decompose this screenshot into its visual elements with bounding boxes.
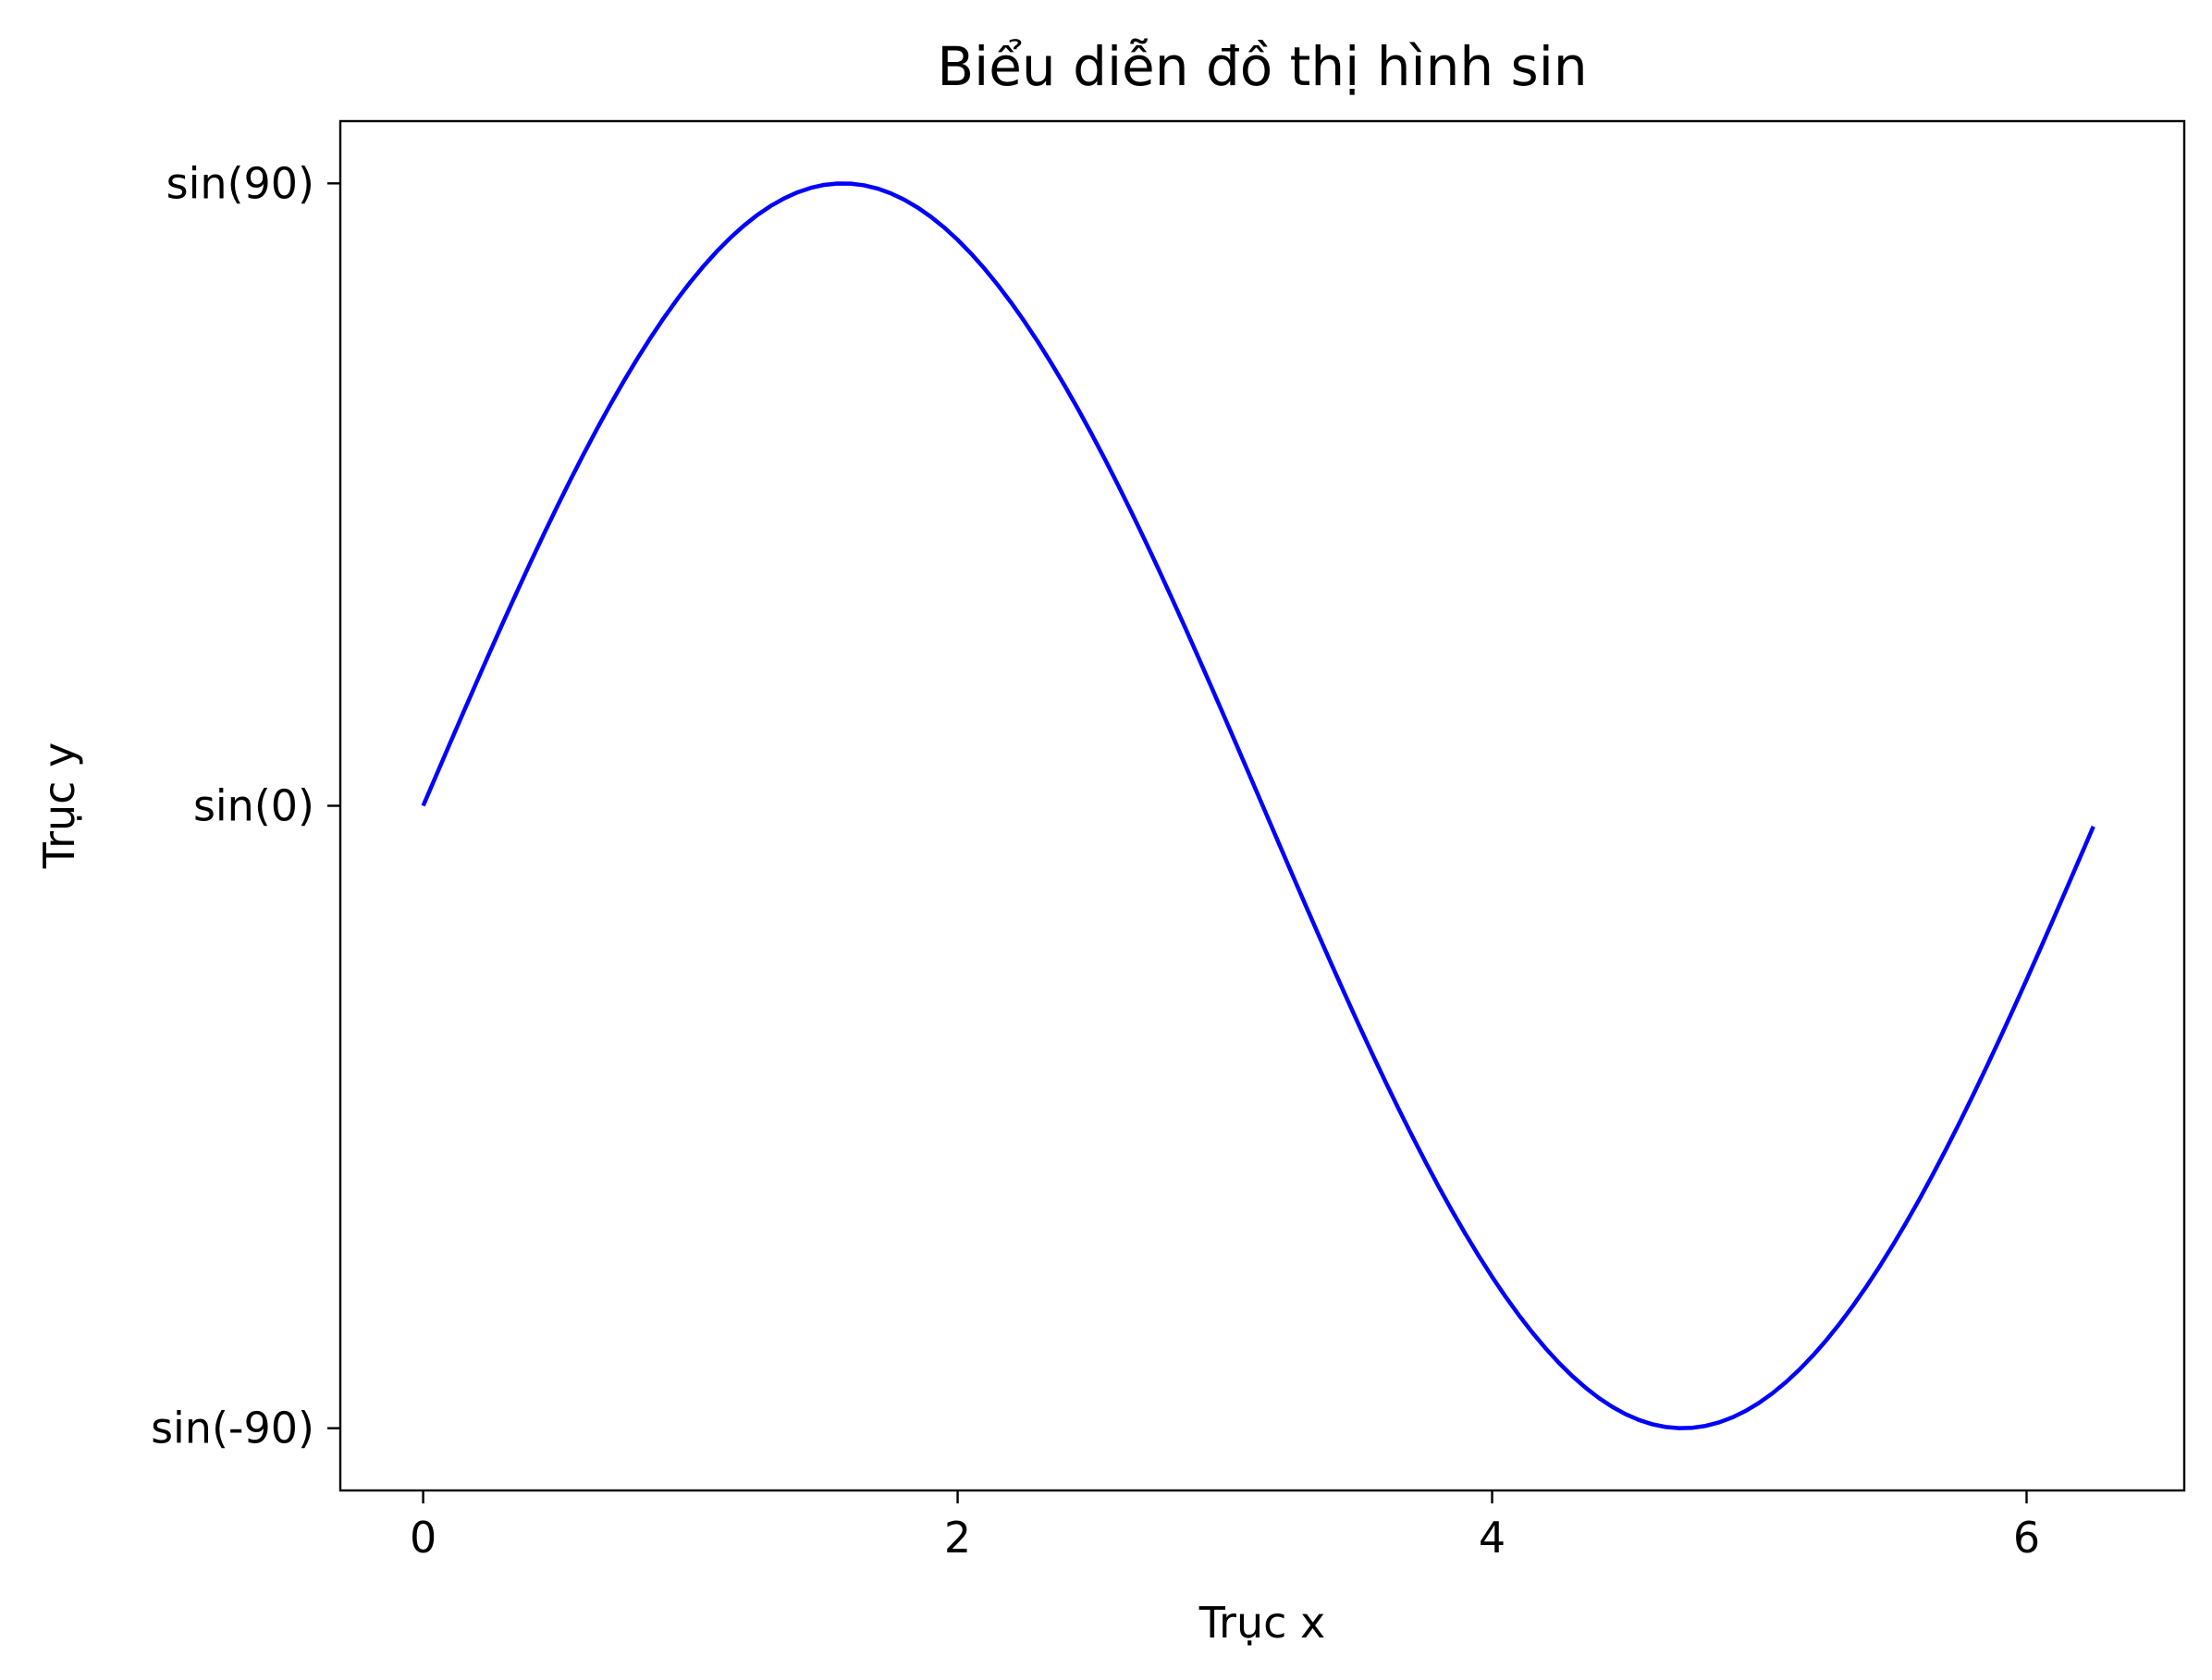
y-axis-label: Trục y bbox=[34, 742, 84, 870]
y-tick-label: sin(90) bbox=[166, 158, 314, 208]
x-axis: 0 2 4 6 bbox=[410, 1490, 2040, 1563]
series-line-0 bbox=[421, 181, 2095, 1430]
y-tick-label: sin(-90) bbox=[151, 1404, 314, 1453]
y-tick-label: sin(0) bbox=[193, 781, 314, 831]
x-axis-label: Trục x bbox=[1198, 1598, 1326, 1648]
x-tick-label: 0 bbox=[410, 1513, 436, 1563]
y-axis: sin(90) sin(0) sin(-90) bbox=[151, 158, 340, 1453]
chart-title: Biểu diễn đồ thị hình sin bbox=[937, 35, 1587, 98]
x-tick-label: 4 bbox=[1479, 1513, 1505, 1563]
plot-area bbox=[421, 181, 2095, 1430]
x-tick-label: 2 bbox=[944, 1513, 971, 1563]
x-tick-label: 6 bbox=[2013, 1513, 2040, 1563]
